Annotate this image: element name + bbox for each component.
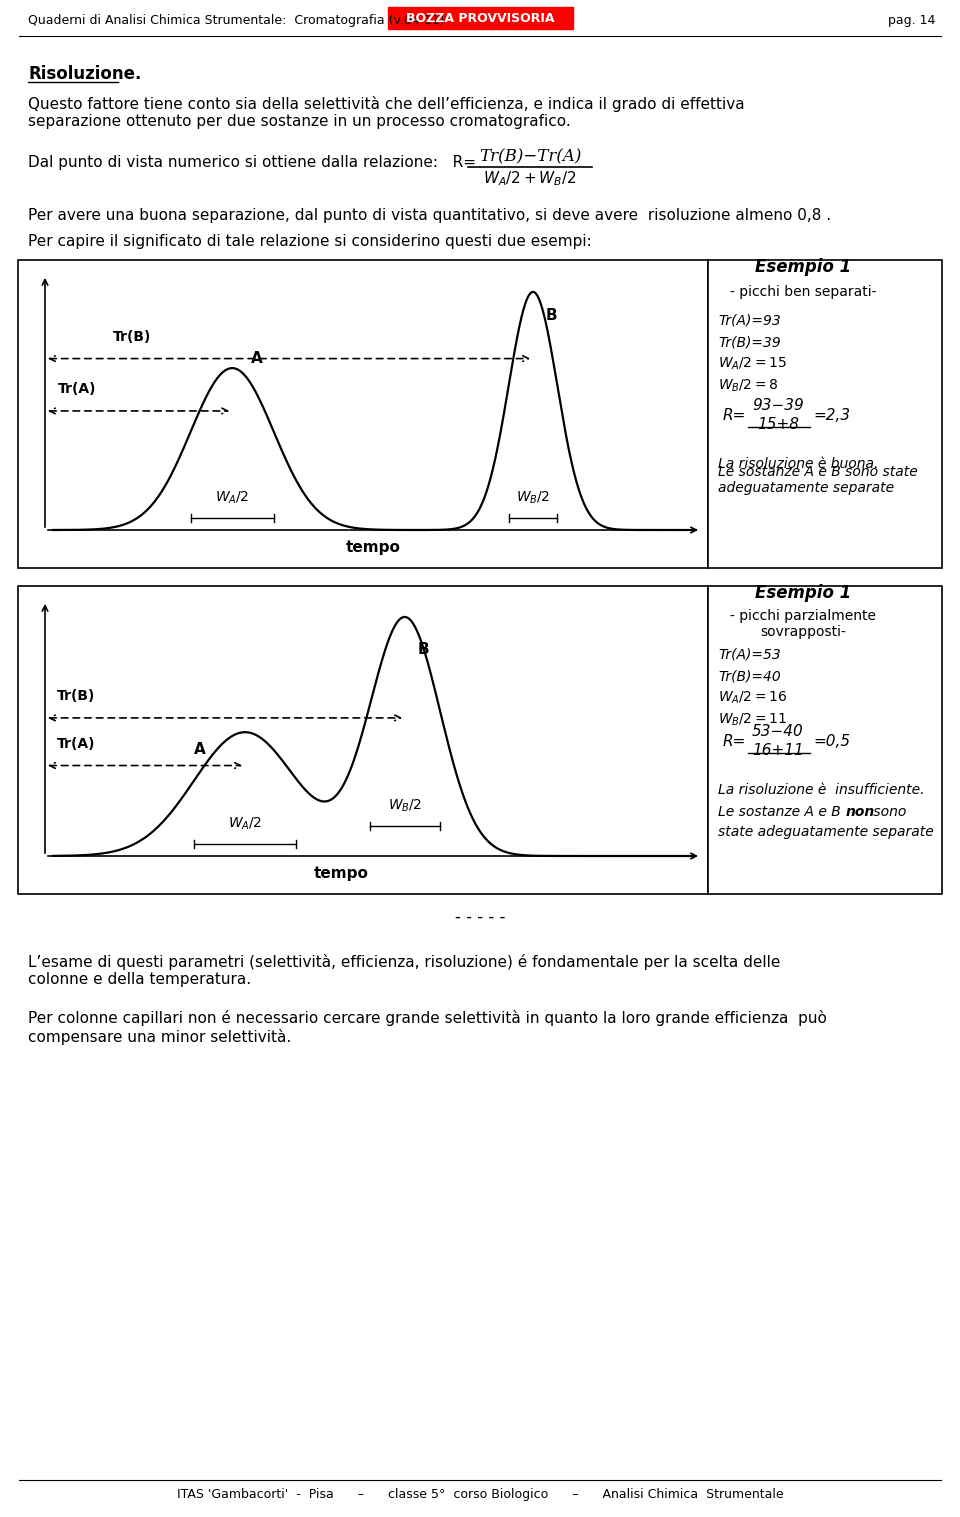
Text: A: A (194, 742, 205, 757)
Text: BOZZA PROVVISORIA: BOZZA PROVVISORIA (406, 12, 554, 24)
Text: Risoluzione.: Risoluzione. (28, 65, 141, 83)
Text: $W_A/2$: $W_A/2$ (228, 816, 262, 833)
Text: - picchi parzialmente: - picchi parzialmente (730, 608, 876, 623)
Text: 15+8: 15+8 (757, 417, 799, 432)
Text: $W_A/2=16$: $W_A/2=16$ (718, 690, 787, 707)
Text: Esempio 1: Esempio 1 (755, 584, 852, 602)
Text: $W_B/2$: $W_B/2$ (388, 798, 422, 815)
Text: ITAS 'Gambacorti'  -  Pisa      –      classe 5°  corso Biologico      –      An: ITAS 'Gambacorti' - Pisa – classe 5° cor… (177, 1488, 783, 1500)
Text: sovrapposti-: sovrapposti- (760, 625, 846, 639)
Text: tempo: tempo (314, 866, 369, 881)
Text: Per capire il significato di tale relazione si considerino questi due esempi:: Per capire il significato di tale relazi… (28, 234, 591, 249)
Text: - - - - -: - - - - - (455, 909, 505, 925)
Text: =0,5: =0,5 (813, 734, 851, 749)
Text: $W_B/2=11$: $W_B/2=11$ (718, 711, 787, 728)
Text: Tr(B)=39: Tr(B)=39 (718, 335, 780, 349)
Bar (18, 259, 708, 567)
Text: 16+11: 16+11 (752, 743, 804, 758)
Text: Esempio 1: Esempio 1 (755, 258, 852, 276)
Text: La risoluzione è  insufficiente.: La risoluzione è insufficiente. (718, 783, 924, 796)
Text: Tr(B)=40: Tr(B)=40 (718, 669, 780, 683)
Text: $W_B/2=8$: $W_B/2=8$ (718, 378, 779, 394)
Text: =2,3: =2,3 (813, 408, 851, 423)
Text: pag. 14: pag. 14 (888, 14, 935, 26)
Text: A: A (252, 352, 263, 366)
Text: Per colonne capillari non é necessario cercare grande selettività in quanto la l: Per colonne capillari non é necessario c… (28, 1010, 827, 1045)
Text: non: non (846, 806, 876, 819)
Text: Tr(B): Tr(B) (113, 329, 152, 343)
Text: Tr(B): Tr(B) (57, 689, 95, 702)
Text: Questo fattore tiene conto sia della selettività che dell’efficienza, e indica i: Questo fattore tiene conto sia della sel… (28, 96, 745, 129)
Text: Tr(B)−Tr(A): Tr(B)−Tr(A) (479, 149, 581, 165)
Text: 93−39: 93−39 (752, 397, 804, 413)
Text: B: B (546, 308, 558, 323)
Text: Dal punto di vista numerico si ottiene dalla relazione:   R=: Dal punto di vista numerico si ottiene d… (28, 155, 476, 170)
Text: $W_A/2=15$: $W_A/2=15$ (718, 356, 787, 372)
Text: Quaderni di Analisi Chimica Strumentale:  Cromatografia (v.04.11): Quaderni di Analisi Chimica Strumentale:… (28, 14, 444, 26)
Text: 53−40: 53−40 (752, 724, 804, 739)
Text: $W_A/2$: $W_A/2$ (215, 490, 250, 507)
Text: Per avere una buona separazione, dal punto di vista quantitativo, si deve avere : Per avere una buona separazione, dal pun… (28, 208, 831, 223)
Text: Le sostanze A e B: Le sostanze A e B (718, 806, 845, 819)
Text: sono: sono (869, 806, 906, 819)
Text: Tr(A)=53: Tr(A)=53 (718, 646, 780, 661)
FancyBboxPatch shape (388, 8, 573, 29)
Bar (708, 259, 942, 567)
Text: Tr(A)=93: Tr(A)=93 (718, 313, 780, 328)
Text: R=: R= (723, 734, 746, 749)
Text: state adeguatamente separate: state adeguatamente separate (718, 825, 934, 839)
Text: R=: R= (723, 408, 746, 423)
Bar (708, 586, 942, 894)
Text: Tr(A): Tr(A) (57, 737, 95, 751)
Text: Le sostanze A e B sono state
adeguatamente separate: Le sostanze A e B sono state adeguatamen… (718, 464, 918, 495)
Text: $W_B/2$: $W_B/2$ (516, 490, 550, 507)
Text: - picchi ben separati-: - picchi ben separati- (730, 285, 876, 299)
Text: L’esame di questi parametri (selettività, efficienza, risoluzione) é fondamental: L’esame di questi parametri (selettività… (28, 954, 780, 988)
Text: B: B (418, 642, 429, 657)
Text: tempo: tempo (346, 540, 400, 555)
Text: Tr(A): Tr(A) (58, 382, 97, 396)
Bar (18, 586, 708, 894)
Text: $W_A/2+W_B/2$: $W_A/2+W_B/2$ (483, 168, 577, 188)
Text: La risoluzione è buona.: La risoluzione è buona. (718, 457, 878, 470)
